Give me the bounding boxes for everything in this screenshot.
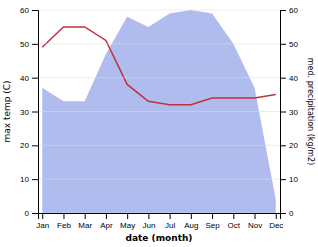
axis-line: [39, 214, 281, 220]
tick-mark: [280, 10, 286, 11]
tick-mark: [127, 213, 128, 219]
y-axis: 0 10 20 30 40 50 60: [20, 6, 38, 218]
tick: Sep: [205, 213, 220, 230]
tick-mark: [233, 213, 234, 219]
tick: Nov: [248, 213, 262, 230]
tick-mark: [280, 44, 286, 45]
tick: Oct: [228, 213, 241, 230]
tick: May: [120, 213, 135, 230]
tick: 10: [20, 175, 38, 184]
tick: 0: [280, 209, 294, 218]
tick-mark: [280, 112, 286, 113]
tick-label: Jan: [36, 221, 49, 230]
tick-label: 50: [20, 40, 29, 49]
tick: 10: [280, 175, 298, 184]
tick-label: 10: [20, 175, 29, 184]
x-axis: Jan Feb Mar Apr May Jun Jul Aug Sep Oct Nov Dec: [36, 213, 283, 230]
tick-label: 60: [20, 6, 29, 15]
tick-label: 40: [289, 74, 298, 83]
tick-mark: [42, 213, 43, 219]
grid-line: [38, 179, 280, 180]
tick: Dec: [269, 213, 283, 230]
tick-mark: [191, 213, 192, 219]
tick-label: Apr: [100, 221, 113, 230]
tick-mark: [106, 213, 107, 219]
grid-line: [38, 111, 280, 112]
tick: Jan: [36, 213, 49, 230]
chart: Jan Feb Mar Apr May Jun Jul Aug Sep Oct Nov Dec 0 10 2…: [0, 0, 318, 247]
tick: Jun: [142, 213, 155, 230]
plot: Jan Feb Mar Apr May Jun Jul Aug Sep Oct Nov Dec 0 10 2…: [20, 6, 298, 230]
x-axis-title: date (month): [126, 233, 193, 243]
tick-label: Feb: [57, 221, 71, 230]
tick-label: Aug: [184, 221, 198, 230]
tick: 50: [280, 40, 298, 49]
tick-mark: [32, 213, 38, 214]
tick-mark: [280, 179, 286, 180]
tick-label: 30: [20, 108, 29, 117]
tick-mark: [148, 213, 149, 219]
tick-label: 30: [289, 108, 298, 117]
tick-label: Sep: [205, 221, 220, 230]
tick-mark: [85, 213, 86, 219]
tick: Mar: [78, 213, 92, 230]
tick: 20: [20, 141, 38, 150]
y-axis-title: max temp (C): [2, 80, 12, 142]
tick: Feb: [57, 213, 71, 230]
line: [42, 27, 276, 105]
tick: 40: [280, 74, 298, 83]
tick-mark: [32, 44, 38, 45]
grid-line: [38, 77, 280, 78]
grid-line: [38, 10, 280, 11]
axis-line: [281, 11, 287, 214]
tick: 60: [280, 6, 298, 15]
tick-mark: [170, 213, 171, 219]
tick-label: Jul: [165, 221, 175, 230]
tick-label: 0: [289, 209, 294, 218]
axis-line: [32, 11, 39, 214]
tick-mark: [276, 213, 277, 219]
tick-label: 20: [289, 141, 298, 150]
tick-label: 60: [289, 6, 298, 15]
tick-mark: [32, 179, 38, 180]
tick-mark: [280, 145, 286, 146]
tick-label: May: [120, 221, 135, 230]
y2-axis-title: med. precipitation (kg/m2): [306, 58, 315, 165]
tick: 40: [20, 74, 38, 83]
tick-mark: [32, 112, 38, 113]
tick-label: Mar: [78, 221, 92, 230]
tick-label: 40: [20, 74, 29, 83]
tick-mark: [32, 145, 38, 146]
grid-line: [38, 145, 280, 146]
tick-mark: [280, 78, 286, 79]
tick-mark: [280, 213, 286, 214]
tick-label: Dec: [269, 221, 283, 230]
tick: 20: [280, 141, 298, 150]
tick: 60: [20, 6, 38, 15]
y2-axis: 0 10 20 30 40 50 60: [280, 6, 298, 218]
tick: 0: [25, 209, 38, 218]
tick-mark: [63, 213, 64, 219]
tick-label: Jun: [142, 221, 155, 230]
tick-label: 50: [289, 40, 298, 49]
grid-line: [38, 43, 280, 44]
tick-mark: [212, 213, 213, 219]
grid: [38, 10, 280, 213]
tick-label: 10: [289, 175, 298, 184]
tick-label: 0: [25, 209, 30, 218]
tick: 30: [20, 108, 38, 117]
tick: Jul: [165, 213, 175, 230]
tick-mark: [32, 78, 38, 79]
tick-mark: [32, 10, 38, 11]
tick: Aug: [184, 213, 198, 230]
tick-label: Oct: [228, 221, 241, 230]
tick: 50: [20, 40, 38, 49]
tick-label: Nov: [248, 221, 262, 230]
tick-label: 20: [20, 141, 29, 150]
tick: 30: [280, 108, 298, 117]
tick: Apr: [100, 213, 113, 230]
tick-mark: [255, 213, 256, 219]
